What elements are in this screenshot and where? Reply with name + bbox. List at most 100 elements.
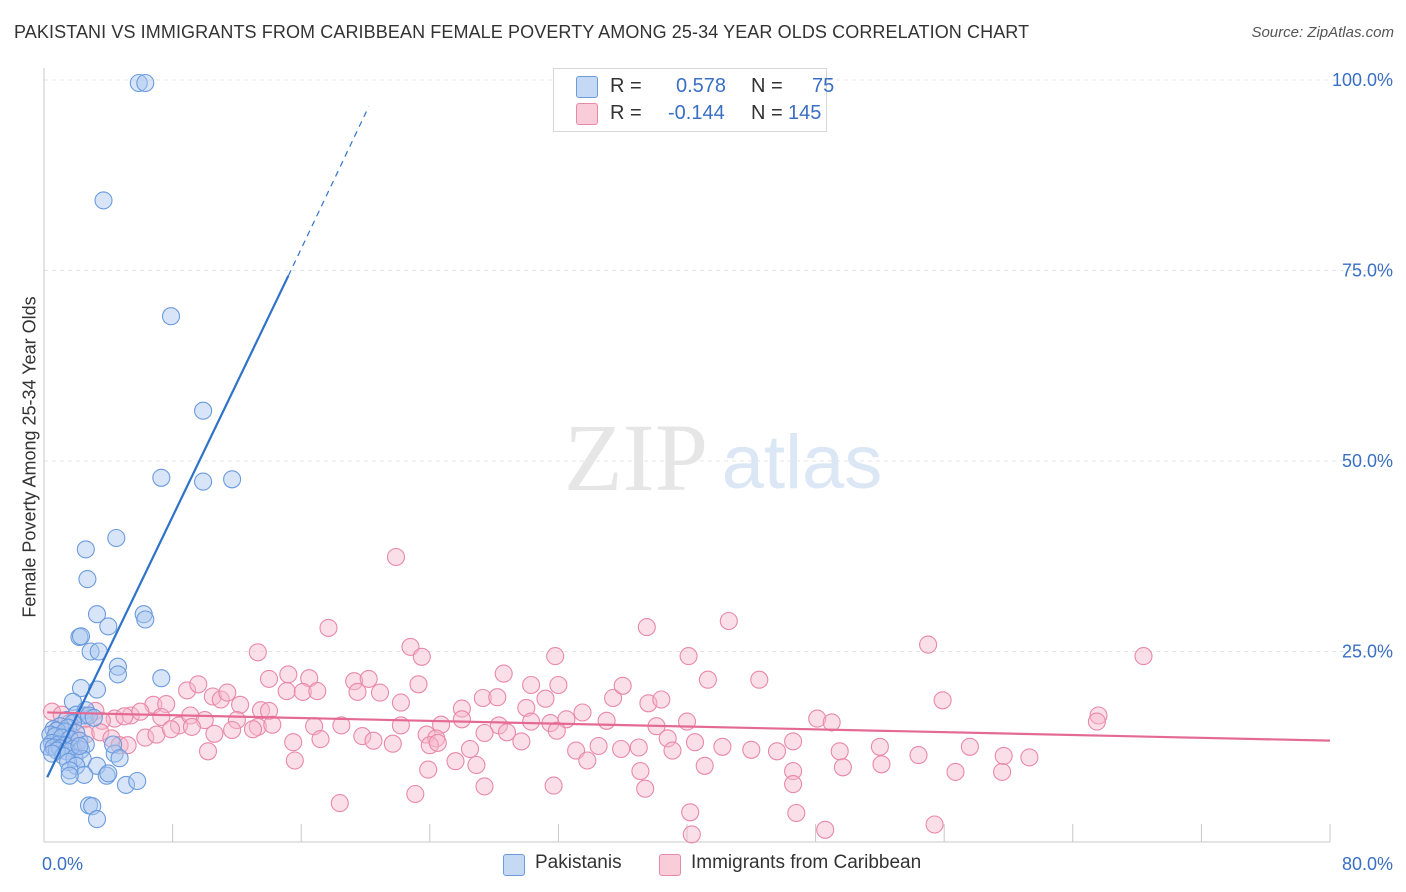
point-caribbean bbox=[311, 730, 330, 749]
point-caribbean bbox=[285, 751, 304, 770]
legend-r-label: R = bbox=[610, 102, 642, 124]
point-caribbean bbox=[663, 741, 682, 760]
point-caribbean bbox=[549, 675, 568, 695]
point-caribbean bbox=[406, 784, 425, 804]
bottom-legend-swatch-pakistanis bbox=[503, 854, 525, 876]
point-pakistanis bbox=[116, 775, 136, 794]
point-caribbean bbox=[488, 688, 507, 707]
point-caribbean bbox=[205, 724, 224, 743]
trendline-pakistanis-extension bbox=[287, 106, 370, 277]
point-pakistanis bbox=[76, 735, 95, 754]
point-caribbean bbox=[1134, 647, 1153, 666]
point-pakistanis bbox=[60, 766, 79, 785]
point-pakistanis bbox=[128, 771, 147, 791]
point-caribbean bbox=[460, 739, 480, 759]
point-caribbean bbox=[522, 675, 541, 695]
x-tick-label: 0.0% bbox=[42, 854, 83, 874]
legend-n-value: 145 bbox=[788, 102, 822, 124]
point-pakistanis bbox=[70, 736, 89, 756]
point-pakistanis bbox=[99, 764, 118, 783]
trendline-pakistanis bbox=[46, 275, 290, 778]
point-caribbean bbox=[742, 740, 761, 759]
legend-swatch-pakistanis bbox=[576, 76, 598, 98]
point-caribbean bbox=[131, 702, 150, 721]
y-tick-label: 100.0% bbox=[1332, 70, 1393, 90]
point-caribbean bbox=[243, 720, 263, 739]
point-caribbean bbox=[248, 643, 267, 662]
x-tick-label: 80.0% bbox=[1342, 854, 1393, 874]
point-caribbean bbox=[345, 672, 364, 691]
point-caribbean bbox=[872, 755, 891, 774]
watermark: ZIP atlas bbox=[564, 404, 882, 511]
legend-r-value: 0.578 bbox=[676, 75, 727, 97]
point-pakistanis bbox=[129, 73, 148, 93]
y-tick-label: 50.0% bbox=[1342, 451, 1393, 471]
point-caribbean bbox=[136, 728, 155, 747]
point-caribbean bbox=[218, 683, 237, 702]
legend-swatch-caribbean bbox=[576, 103, 598, 125]
point-caribbean bbox=[330, 794, 349, 813]
point-caribbean bbox=[682, 825, 701, 844]
point-caribbean bbox=[364, 731, 383, 750]
point-pakistanis bbox=[99, 617, 118, 636]
trend-lines bbox=[46, 106, 1331, 778]
point-pakistanis bbox=[87, 605, 107, 624]
point-pakistanis bbox=[152, 669, 171, 688]
point-caribbean bbox=[713, 737, 732, 756]
legend-n-label: N = bbox=[751, 75, 783, 97]
point-caribbean bbox=[589, 736, 608, 756]
point-pakistanis bbox=[107, 528, 126, 548]
point-caribbean bbox=[1087, 712, 1106, 731]
point-caribbean bbox=[629, 738, 648, 757]
point-caribbean bbox=[909, 746, 928, 765]
point-caribbean bbox=[473, 688, 492, 708]
point-caribbean bbox=[546, 647, 565, 666]
watermark-zip: ZIP bbox=[564, 404, 708, 511]
point-pakistanis bbox=[108, 665, 127, 684]
point-caribbean bbox=[152, 707, 171, 727]
point-pakistanis bbox=[110, 749, 129, 768]
point-caribbean bbox=[446, 752, 465, 771]
point-caribbean bbox=[536, 689, 555, 708]
point-caribbean bbox=[259, 669, 279, 688]
point-caribbean bbox=[452, 699, 471, 718]
point-caribbean bbox=[412, 647, 431, 666]
point-caribbean bbox=[475, 777, 494, 796]
point-caribbean bbox=[679, 647, 698, 666]
point-caribbean bbox=[637, 618, 656, 637]
point-caribbean bbox=[784, 762, 803, 781]
point-pakistanis bbox=[70, 627, 89, 647]
point-caribbean bbox=[182, 717, 201, 736]
point-caribbean bbox=[370, 683, 390, 702]
point-caribbean bbox=[319, 618, 338, 637]
point-caribbean bbox=[231, 695, 250, 714]
point-caribbean bbox=[960, 737, 979, 756]
point-caribbean bbox=[925, 815, 944, 834]
point-pakistanis bbox=[152, 468, 171, 487]
point-pakistanis bbox=[75, 765, 94, 784]
point-caribbean bbox=[946, 762, 965, 781]
point-caribbean bbox=[919, 635, 938, 654]
point-caribbean bbox=[348, 682, 367, 701]
point-caribbean bbox=[198, 742, 218, 761]
point-caribbean bbox=[604, 688, 623, 708]
point-caribbean bbox=[223, 720, 242, 740]
y-tick-label: 75.0% bbox=[1342, 261, 1393, 281]
point-caribbean bbox=[784, 775, 803, 794]
point-pakistanis bbox=[76, 540, 95, 559]
point-caribbean bbox=[544, 776, 563, 795]
point-caribbean bbox=[816, 820, 835, 839]
point-caribbean bbox=[284, 733, 303, 752]
point-caribbean bbox=[161, 720, 181, 739]
point-caribbean bbox=[652, 690, 671, 709]
point-caribbean bbox=[933, 691, 952, 710]
point-caribbean bbox=[189, 675, 208, 694]
point-caribbean bbox=[419, 760, 438, 779]
bottom-legend-label-caribbean: Immigrants from Caribbean bbox=[691, 852, 922, 873]
point-caribbean bbox=[870, 737, 889, 756]
point-caribbean bbox=[612, 739, 631, 759]
point-caribbean bbox=[475, 723, 494, 743]
bottom-legend-label-pakistanis: Pakistanis bbox=[535, 852, 622, 873]
point-pakistanis bbox=[94, 191, 113, 210]
